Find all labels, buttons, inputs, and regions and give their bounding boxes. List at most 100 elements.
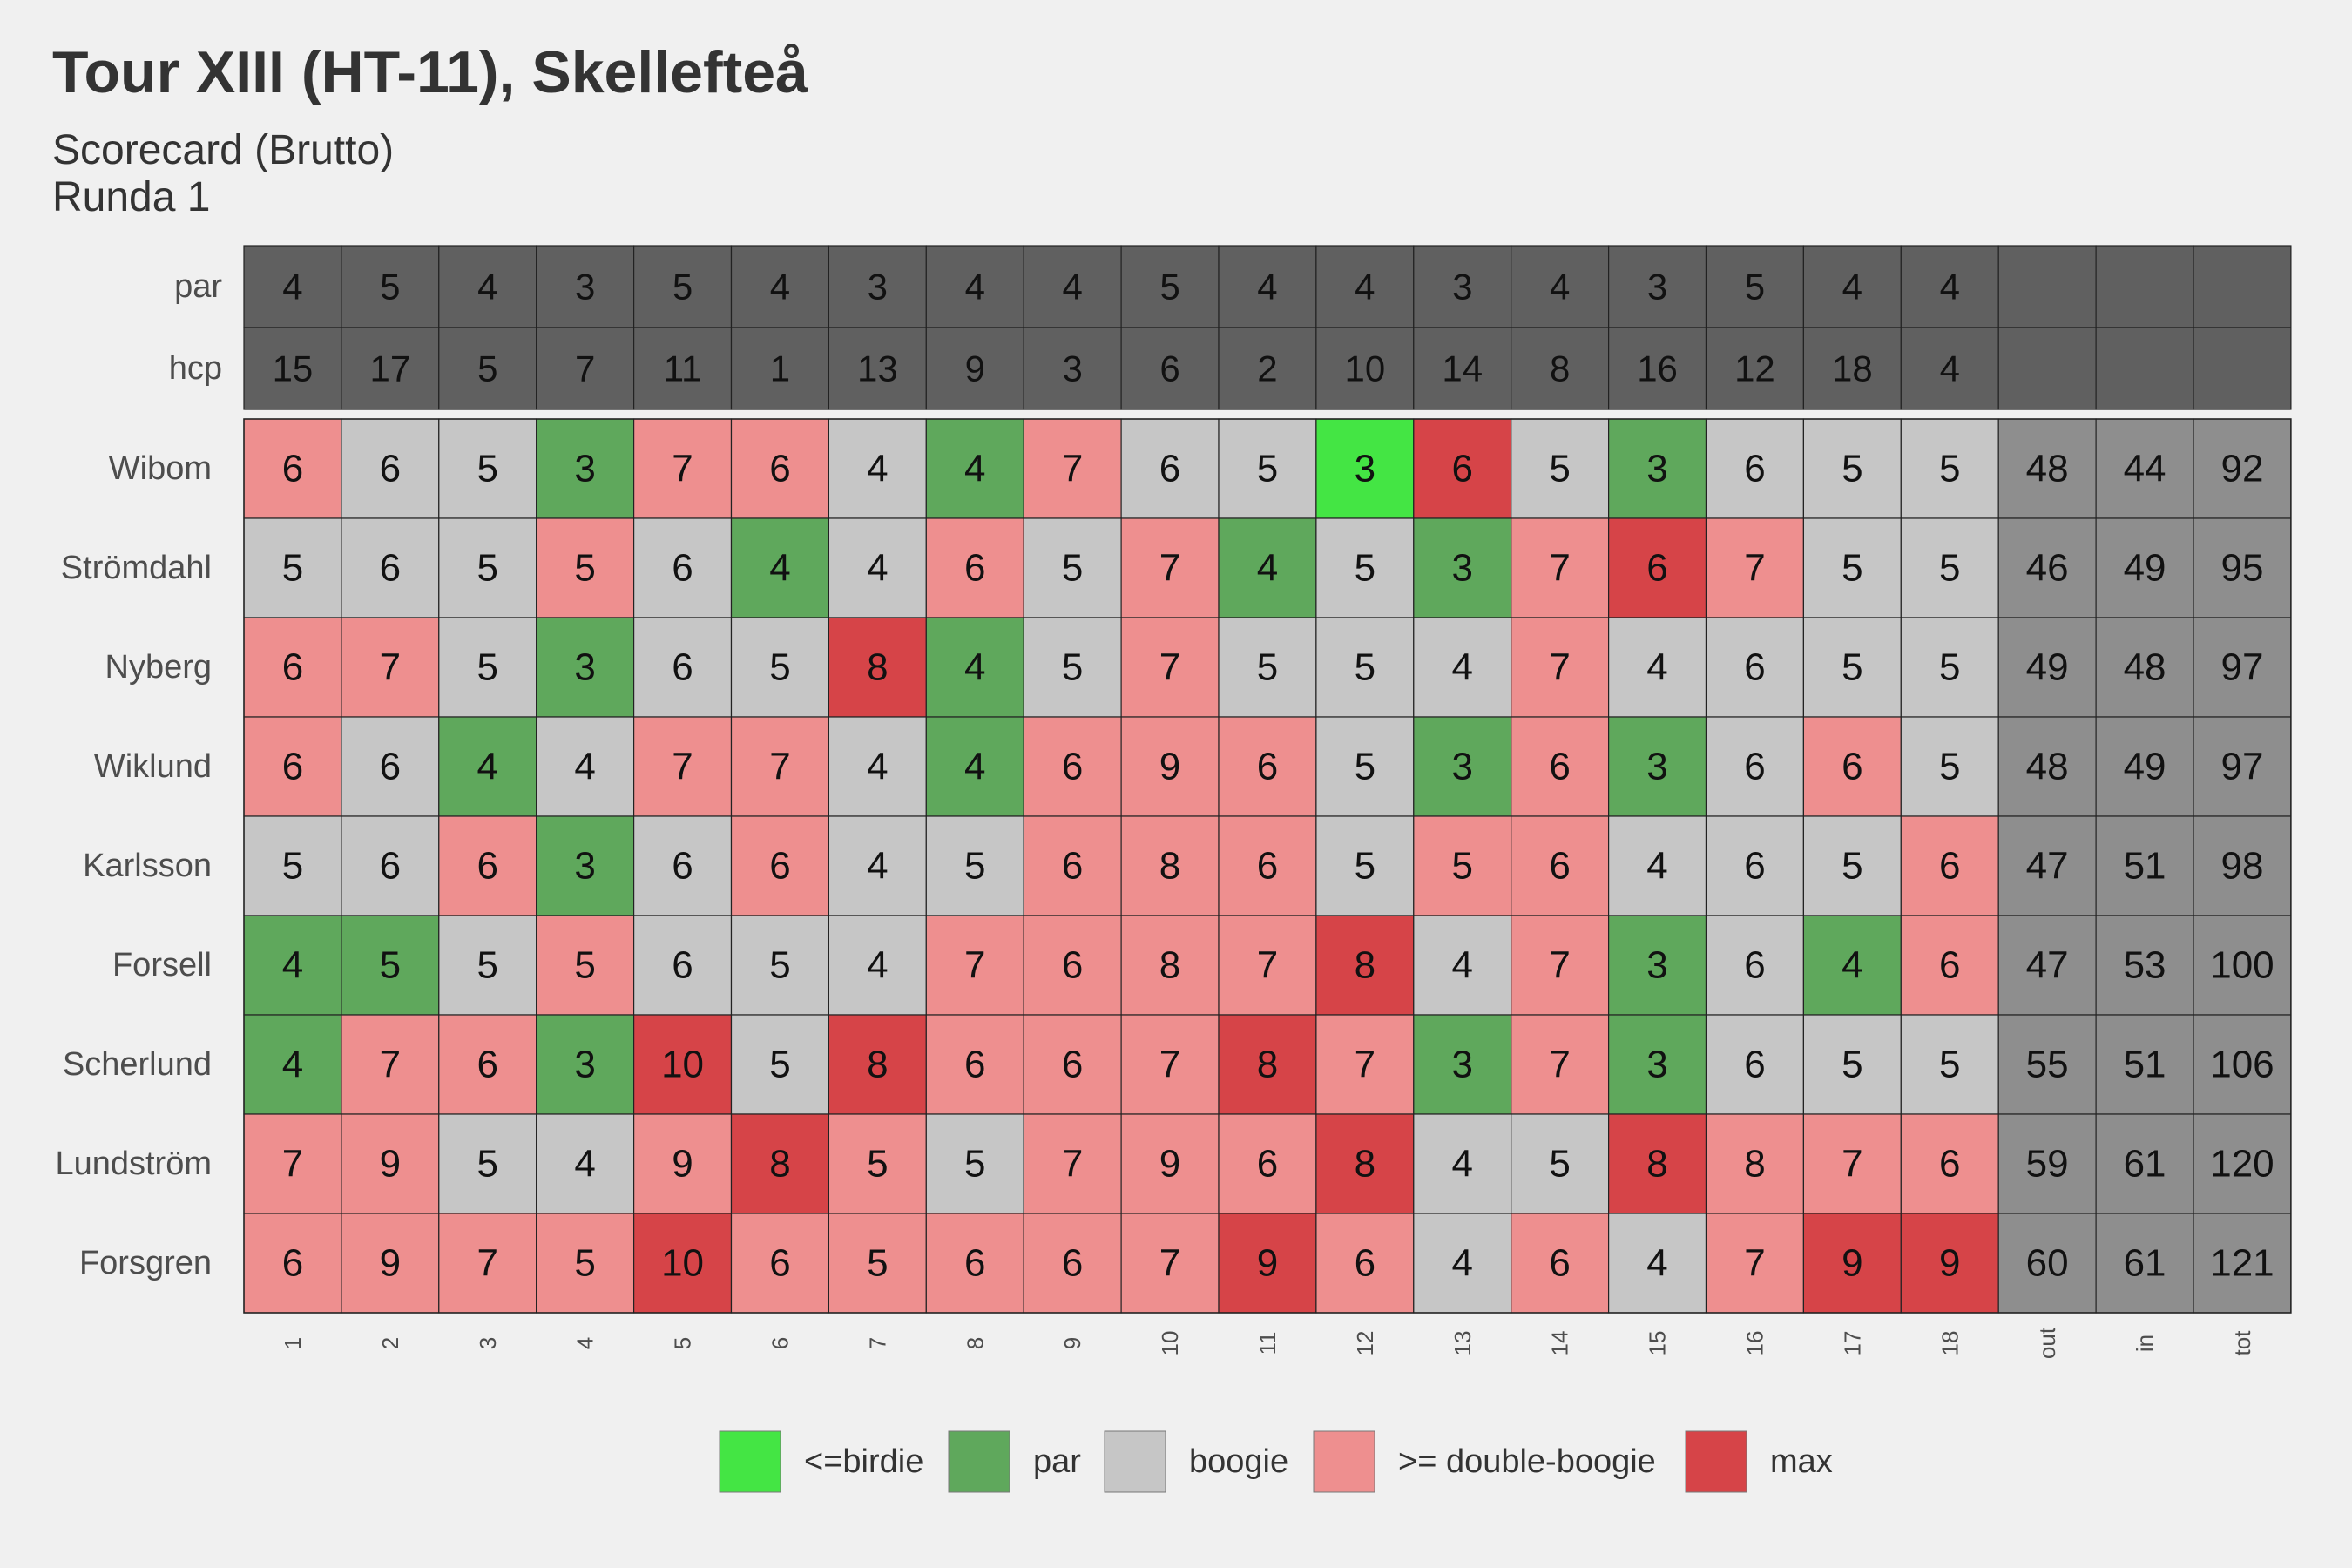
score-value: 5	[574, 1242, 595, 1285]
total-cell	[2095, 1213, 2194, 1314]
player-name: Forsgren	[79, 1245, 212, 1281]
player-name: Strömdahl	[61, 550, 212, 586]
score-cell	[1023, 1014, 1122, 1115]
score-cell	[341, 418, 440, 519]
score-value: 6	[1159, 448, 1180, 490]
score-cell	[243, 617, 342, 718]
score-value: 6	[1257, 1143, 1278, 1186]
score-value: 6	[672, 845, 693, 888]
score-value: 3	[1646, 746, 1667, 788]
score-value: 5	[574, 547, 595, 590]
score-value: 5	[1549, 448, 1570, 490]
legend-swatch	[719, 1430, 781, 1493]
score-value: 7	[1159, 547, 1180, 590]
score-value: 4	[282, 944, 303, 987]
header-value: 8	[1550, 348, 1570, 389]
score-cell	[1705, 815, 1805, 916]
score-cell	[1607, 517, 1707, 618]
total-cell	[2193, 915, 2292, 1016]
score-value: 4	[964, 646, 985, 689]
x-tick-label: 11	[1254, 1332, 1281, 1355]
header-cell	[438, 327, 537, 410]
total-cell	[2095, 815, 2194, 916]
score-cell	[341, 1014, 440, 1115]
score-value: 6	[1744, 746, 1765, 788]
total-value: 46	[2026, 547, 2069, 590]
score-value: 6	[1062, 944, 1083, 987]
total-cell	[1997, 1213, 2097, 1314]
score-value: 8	[1646, 1143, 1667, 1186]
score-cell	[1802, 915, 1902, 1016]
legend-label: par	[1033, 1443, 1081, 1480]
header-cell	[730, 245, 830, 328]
score-value: 6	[477, 1044, 498, 1086]
score-value: 6	[672, 646, 693, 689]
score-cell	[925, 815, 1024, 916]
score-value: 5	[477, 547, 498, 590]
score-value: 4	[1452, 944, 1473, 987]
header-cell	[1900, 327, 1999, 410]
score-cell	[1218, 1213, 1317, 1314]
score-value: 6	[380, 448, 401, 490]
score-cell	[1120, 915, 1220, 1016]
header-cell	[1705, 327, 1805, 410]
score-cell	[341, 1213, 440, 1314]
score-value: 6	[964, 1044, 985, 1086]
score-value: 4	[867, 944, 888, 987]
total-cell	[2193, 815, 2292, 916]
score-value: 4	[1646, 1242, 1667, 1285]
score-value: 5	[1842, 547, 1862, 590]
score-value: 9	[1159, 746, 1180, 788]
header-value: 4	[1940, 267, 1960, 308]
score-cell	[438, 915, 537, 1016]
score-cell	[1900, 915, 1999, 1016]
score-value: 6	[1744, 1044, 1765, 1086]
subtitle-line-1: Scorecard (Brutto)	[52, 127, 395, 173]
score-value: 9	[672, 1143, 693, 1186]
header-value: 4	[1355, 267, 1375, 308]
score-cell	[1023, 418, 1122, 519]
score-value: 5	[1842, 448, 1862, 490]
header-value: 9	[965, 348, 985, 389]
score-value: 6	[282, 448, 303, 490]
header-value: 4	[1062, 267, 1082, 308]
x-tick-label: 12	[1352, 1331, 1378, 1356]
total-cell	[1997, 1014, 2097, 1115]
header-value: 18	[1832, 348, 1873, 389]
score-cell	[341, 815, 440, 916]
total-value: 44	[2124, 448, 2166, 490]
score-value: 5	[1842, 646, 1862, 689]
score-value: 5	[477, 646, 498, 689]
score-value: 6	[1939, 1143, 1960, 1186]
score-cell	[632, 1213, 733, 1314]
score-cell	[243, 1113, 342, 1214]
header-cell	[536, 327, 635, 410]
header-cell	[2095, 245, 2194, 328]
x-tick-label: 10	[1157, 1331, 1183, 1356]
score-value: 5	[1257, 448, 1278, 490]
score-cell	[828, 517, 927, 618]
score-value: 6	[1355, 1242, 1375, 1285]
score-value: 5	[1062, 547, 1083, 590]
score-cell	[925, 617, 1024, 718]
x-tick-label: 18	[1936, 1331, 1963, 1356]
score-value: 4	[574, 746, 595, 788]
score-value: 8	[1355, 1143, 1375, 1186]
score-value: 6	[1062, 845, 1083, 888]
score-cell	[1023, 716, 1122, 817]
score-cell	[243, 716, 342, 817]
score-value: 4	[769, 547, 790, 590]
score-value: 6	[1744, 646, 1765, 689]
score-value: 4	[1452, 1242, 1473, 1285]
score-cell	[1802, 1014, 1902, 1115]
score-value: 5	[1842, 845, 1862, 888]
score-value: 6	[769, 845, 790, 888]
player-name: Forsell	[112, 947, 212, 983]
score-cell	[730, 815, 830, 916]
score-cell	[1511, 716, 1610, 817]
score-cell	[632, 1113, 733, 1214]
header-cell	[1413, 327, 1512, 410]
header-value: 3	[1647, 267, 1667, 308]
player-name: Scherlund	[63, 1046, 212, 1083]
total-cell	[2095, 716, 2194, 817]
